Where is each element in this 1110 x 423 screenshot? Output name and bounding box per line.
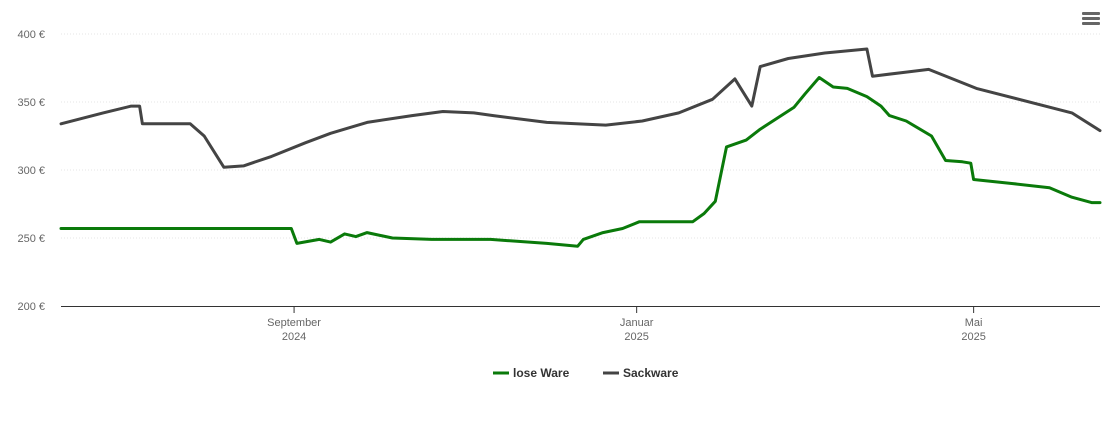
x-tick-label: September [267, 317, 321, 329]
y-tick-label: 350 € [17, 97, 45, 109]
y-tick-label: 250 € [17, 233, 45, 245]
legend-item-sackware[interactable]: Sackware [603, 366, 679, 380]
y-tick-label: 200 € [17, 301, 45, 313]
y-axis: 200 € 250 € 300 € 350 € 400 € [17, 29, 45, 313]
series-line-lose-ware[interactable] [59, 76, 1102, 248]
x-tick-label: 2024 [282, 331, 306, 343]
x-tick-label: 2025 [624, 331, 648, 343]
x-axis: September 2024 Januar 2025 Mai 2025 [61, 306, 1100, 343]
legend-item-lose-ware[interactable]: lose Ware [493, 366, 570, 380]
series-lines [59, 47, 1102, 248]
legend-label: lose Ware [513, 366, 570, 380]
x-tick-label: 2025 [961, 331, 985, 343]
y-tick-label: 400 € [17, 29, 45, 41]
legend[interactable]: lose Ware Sackware [493, 366, 679, 380]
y-gridlines [61, 33, 1100, 239]
y-tick-label: 300 € [17, 165, 45, 177]
x-tick-label: Mai [965, 317, 983, 329]
series-line-sackware[interactable] [59, 47, 1102, 169]
legend-label: Sackware [623, 366, 679, 380]
x-tick-label: Januar [620, 317, 654, 329]
hamburger-menu-icon[interactable] [1082, 12, 1100, 26]
